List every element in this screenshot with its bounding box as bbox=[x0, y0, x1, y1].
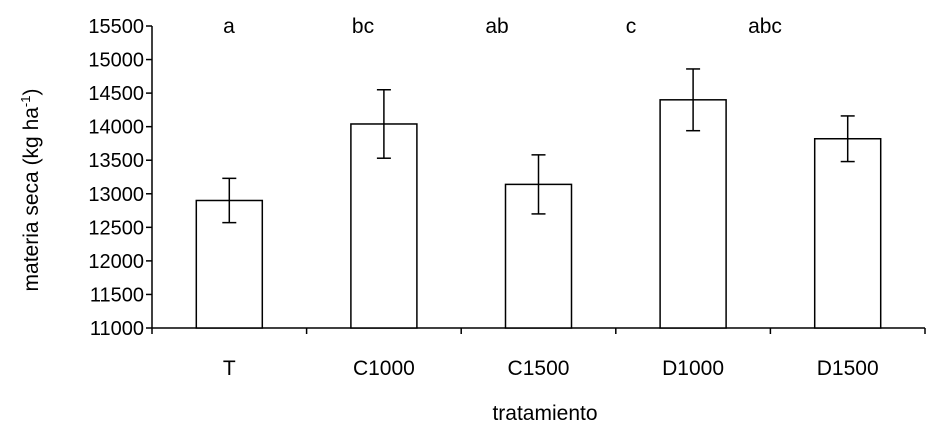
bars bbox=[195, 99, 882, 329]
y-axis-title-main: materia seca (kg ha bbox=[20, 107, 43, 292]
x-axis: T C1000 C1500 D1000 D1500 bbox=[151, 327, 926, 380]
error-bars bbox=[222, 68, 855, 224]
y-tick-label: 15500 bbox=[88, 16, 144, 38]
significance-letter: c bbox=[626, 15, 637, 38]
significance-letter: bc bbox=[352, 15, 374, 38]
y-tick-label: 12500 bbox=[88, 217, 144, 239]
x-category-label: C1500 bbox=[508, 357, 570, 380]
x-category-label: D1000 bbox=[662, 357, 724, 380]
significance-letters: a bc ab c abc bbox=[223, 15, 782, 38]
significance-letter: abc bbox=[748, 15, 782, 38]
x-category-label: T bbox=[223, 357, 236, 380]
y-tick-label: 11500 bbox=[90, 284, 144, 306]
y-axis: 11000 11500 12000 12500 13000 13500 14000 14500… bbox=[88, 16, 153, 340]
x-category-label: C1000 bbox=[353, 357, 415, 380]
y-tick-label: 13000 bbox=[88, 184, 144, 206]
significance-letter: ab bbox=[485, 15, 508, 38]
y-tick-label: 12000 bbox=[88, 251, 144, 273]
y-tick-label: 11000 bbox=[90, 318, 144, 340]
x-category-label: D1500 bbox=[817, 357, 879, 380]
x-axis-title: tratamiento bbox=[492, 402, 597, 425]
y-tick-label: 15000 bbox=[88, 50, 144, 72]
y-axis-title-close: ) bbox=[20, 89, 43, 96]
bar bbox=[659, 99, 727, 329]
y-axis-title: materia seca (kg ha-1) bbox=[18, 89, 43, 292]
significance-letter: a bbox=[223, 15, 235, 38]
bar bbox=[813, 137, 882, 329]
y-tick-label: 14500 bbox=[88, 83, 144, 105]
y-tick-label: 13500 bbox=[88, 150, 144, 172]
y-axis-title-superscript: -1 bbox=[18, 96, 33, 108]
y-tick-label: 14000 bbox=[88, 117, 144, 139]
